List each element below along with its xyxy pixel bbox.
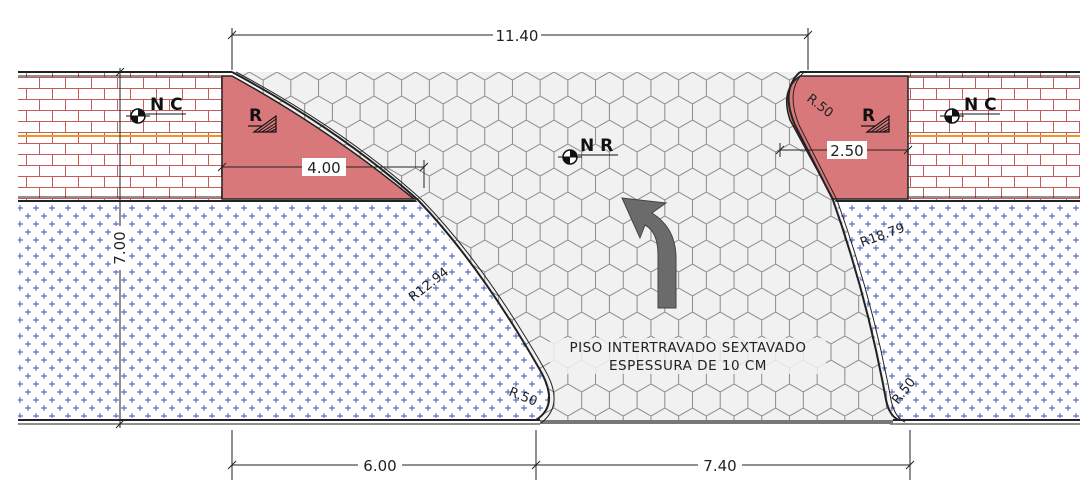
dim-right-ramp: 2.50 <box>830 142 863 160</box>
nr-label: N R <box>580 136 613 156</box>
ramp-left-label: R <box>249 106 262 126</box>
dim-bottom-right: 7.40 <box>703 457 736 475</box>
ramp-marker-left: R <box>248 106 277 133</box>
ramp-right-label: R <box>862 106 875 126</box>
level-marker-nc-right: N C <box>940 95 1000 124</box>
paving-note: PISO INTERTRAVADO SEXTAVADO ESPESSURA DE… <box>550 338 826 374</box>
curved-arrow-icon <box>621 197 677 309</box>
note-line-1: PISO INTERTRAVADO SEXTAVADO <box>569 340 806 356</box>
dim-height: 7.00 <box>111 231 129 264</box>
level-marker-nc-left: N C <box>126 95 186 124</box>
level-marker-icon <box>940 108 964 124</box>
right-sidewalk <box>800 71 1080 202</box>
slope-triangle-icon <box>861 114 890 133</box>
ramp-marker-right: R <box>861 106 890 133</box>
level-marker-icon <box>126 108 150 124</box>
dim-bottom-left: 6.00 <box>363 457 396 475</box>
curb-curves <box>231 71 906 424</box>
nc-right-label: N C <box>964 95 997 115</box>
level-marker-nr: N R <box>558 136 618 165</box>
left-ramp <box>221 75 417 200</box>
dim-left-ramp: 4.00 <box>307 159 340 177</box>
nc-left-label: N C <box>150 95 183 115</box>
slope-triangle-icon <box>248 114 277 133</box>
level-marker-icon <box>558 149 582 165</box>
note-line-2: ESPESSURA DE 10 CM <box>609 358 767 374</box>
left-road-area <box>18 203 549 425</box>
right-road-area <box>833 203 1080 425</box>
dim-top: 11.40 <box>496 27 539 45</box>
